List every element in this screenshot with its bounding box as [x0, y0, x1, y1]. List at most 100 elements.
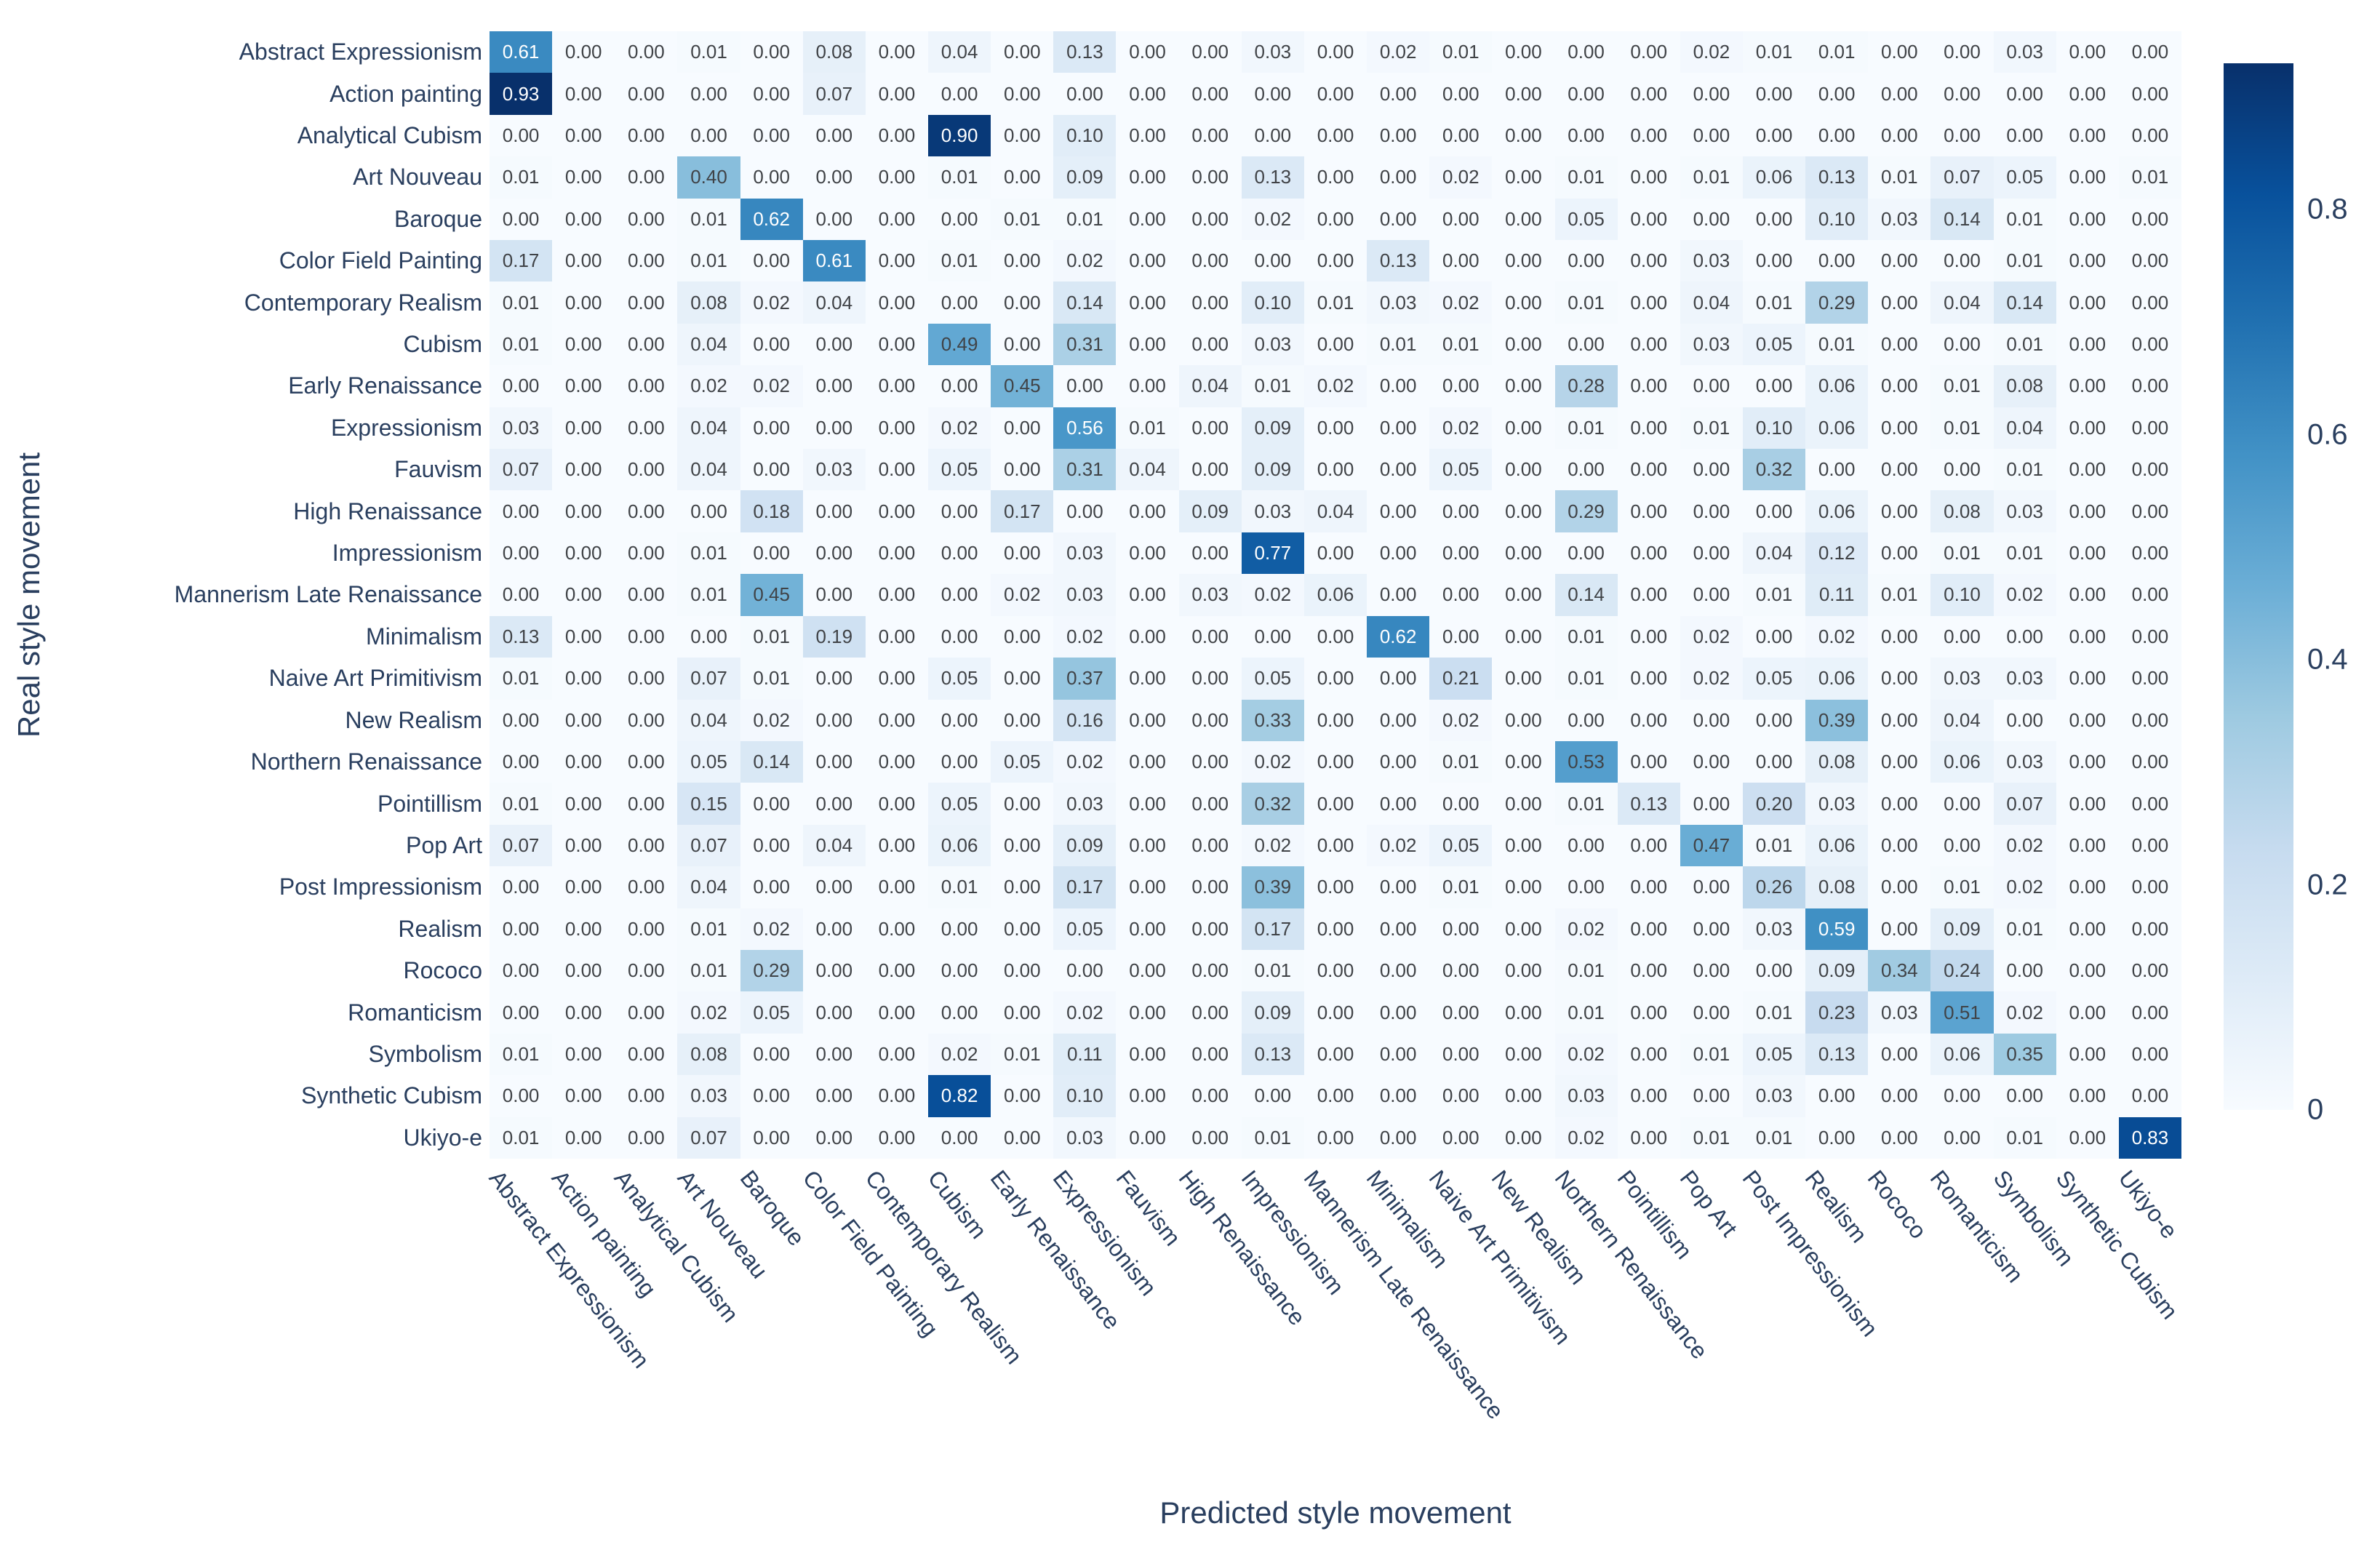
- heatmap-cell: 0.01: [677, 949, 740, 992]
- y-tick-label: Northern Renaissance: [250, 748, 482, 775]
- heatmap-cell: 0.05: [1241, 658, 1304, 700]
- y-tick-label: Rococo: [403, 957, 483, 984]
- heatmap-cell: 0.00: [1053, 490, 1117, 532]
- heatmap-cell: 0.00: [740, 240, 803, 282]
- heatmap-cell: 0.02: [1303, 365, 1367, 407]
- colorbar: [2224, 63, 2293, 1110]
- heatmap-cell: 0.00: [802, 114, 866, 157]
- heatmap-cell: 0.00: [1429, 783, 1493, 825]
- heatmap-cell: 0.00: [1178, 449, 1242, 491]
- heatmap-cell: 0.00: [1617, 240, 1680, 282]
- heatmap-cell: 0.00: [2118, 699, 2181, 741]
- heatmap-cell: 0.00: [1742, 73, 1806, 115]
- heatmap-cell: 0.00: [552, 908, 615, 950]
- heatmap-cell: 0.01: [490, 156, 553, 199]
- heatmap-cell: 0.00: [1554, 73, 1618, 115]
- heatmap-cell: 0.00: [1617, 532, 1680, 575]
- heatmap-cell: 0.00: [802, 365, 866, 407]
- heatmap-cell: 0.00: [865, 240, 929, 282]
- heatmap-cell: 0.05: [1993, 156, 2056, 199]
- heatmap-cell: 0.06: [928, 824, 991, 867]
- heatmap-cell: 0.00: [1492, 532, 1555, 575]
- heatmap-cell: 0.01: [1680, 156, 1743, 199]
- heatmap-cell: 0.07: [677, 824, 740, 867]
- heatmap-cell: 0.01: [1367, 323, 1430, 366]
- heatmap-cell: 0.00: [1617, 740, 1680, 783]
- heatmap-cell: 0.00: [802, 991, 866, 1034]
- heatmap-cell: 0.00: [1805, 73, 1869, 115]
- heatmap-cell: 0.00: [615, 31, 678, 73]
- heatmap-cell: 0.00: [1868, 824, 1931, 867]
- heatmap-cell: 0.00: [2118, 449, 2181, 491]
- heatmap-cell: 0.00: [1554, 114, 1618, 157]
- heatmap-cell: 0.05: [1429, 824, 1493, 867]
- heatmap-cell: 0.00: [802, 323, 866, 366]
- heatmap-cell: 0.00: [2118, 365, 2181, 407]
- heatmap-cell: 0.13: [1367, 240, 1430, 282]
- heatmap-cell: 0.00: [2056, 866, 2119, 908]
- heatmap-cell: 0.06: [1805, 407, 1869, 450]
- heatmap-cell: 0.00: [490, 740, 553, 783]
- heatmap-cell: 0.00: [552, 490, 615, 532]
- heatmap-cell: 0.13: [1053, 31, 1117, 73]
- heatmap-cell: 0.04: [802, 281, 866, 324]
- heatmap-cell: 0.00: [1868, 740, 1931, 783]
- heatmap-cell: 0.01: [490, 323, 553, 366]
- heatmap-cell: 0.03: [677, 1075, 740, 1117]
- heatmap-cell: 0.03: [1993, 658, 2056, 700]
- heatmap-cell: 0.14: [1053, 281, 1117, 324]
- heatmap-cell: 0.00: [928, 908, 991, 950]
- heatmap-cell: 0.03: [490, 407, 553, 450]
- heatmap-cell: 0.07: [1993, 783, 2056, 825]
- heatmap-cell: 0.00: [991, 699, 1054, 741]
- heatmap-cell: 0.02: [1241, 574, 1304, 616]
- heatmap-cell: 0.45: [991, 365, 1054, 407]
- heatmap-cell: 0.00: [991, 783, 1054, 825]
- heatmap-cell: 0.10: [1053, 114, 1117, 157]
- heatmap-cell: 0.00: [2056, 114, 2119, 157]
- heatmap-cell: 0.00: [1617, 866, 1680, 908]
- heatmap-cell: 0.00: [928, 281, 991, 324]
- heatmap-cell: 0.00: [1492, 198, 1555, 241]
- heatmap-cell: 0.00: [928, 615, 991, 658]
- heatmap-cell: 0.05: [1742, 323, 1806, 366]
- heatmap-cell: 0.23: [1805, 991, 1869, 1034]
- heatmap-cell: 0.00: [865, 490, 929, 532]
- heatmap-cell: 0.32: [1742, 449, 1806, 491]
- heatmap-cell: 0.01: [1303, 281, 1367, 324]
- heatmap-cell: 0.00: [1303, 783, 1367, 825]
- heatmap-cell: 0.01: [677, 574, 740, 616]
- heatmap-cell: 0.03: [1241, 490, 1304, 532]
- heatmap-cell: 0.03: [1053, 783, 1117, 825]
- y-tick-label: Pointillism: [377, 790, 482, 817]
- heatmap-cell: 0.12: [1805, 532, 1869, 575]
- heatmap-cell: 0.00: [1367, 1075, 1430, 1117]
- heatmap-cell: 0.00: [1303, 908, 1367, 950]
- heatmap-cell: 0.00: [991, 323, 1054, 366]
- heatmap-cell: 0.00: [802, 949, 866, 992]
- heatmap-cell: 0.00: [1367, 991, 1430, 1034]
- heatmap-cell: 0.00: [552, 699, 615, 741]
- heatmap-cell: 0.00: [1617, 323, 1680, 366]
- heatmap-cell: 0.01: [1554, 281, 1618, 324]
- heatmap-cell: 0.00: [615, 156, 678, 199]
- heatmap-cell: 0.00: [1116, 658, 1179, 700]
- heatmap-cell: 0.35: [1993, 1033, 2056, 1076]
- heatmap-cell: 0.00: [1303, 615, 1367, 658]
- heatmap-cell: 0.05: [740, 991, 803, 1034]
- heatmap-cell: 0.00: [2118, 323, 2181, 366]
- heatmap-cell: 0.00: [1303, 699, 1367, 741]
- heatmap-cell: 0.00: [1617, 824, 1680, 867]
- y-tick-label: Action painting: [330, 80, 482, 107]
- heatmap-cell: 0.00: [1492, 1116, 1555, 1159]
- heatmap-cell: 0.00: [740, 31, 803, 73]
- heatmap-cell: 0.00: [1116, 323, 1179, 366]
- heatmap-cell: 0.00: [1053, 73, 1117, 115]
- heatmap-cell: 0.00: [552, 198, 615, 241]
- heatmap-cell: 0.00: [552, 574, 615, 616]
- heatmap-cell: 0.20: [1742, 783, 1806, 825]
- heatmap-cell: 0.47: [1680, 824, 1743, 867]
- heatmap-cell: 0.00: [1116, 1033, 1179, 1076]
- heatmap-cell: 0.15: [677, 783, 740, 825]
